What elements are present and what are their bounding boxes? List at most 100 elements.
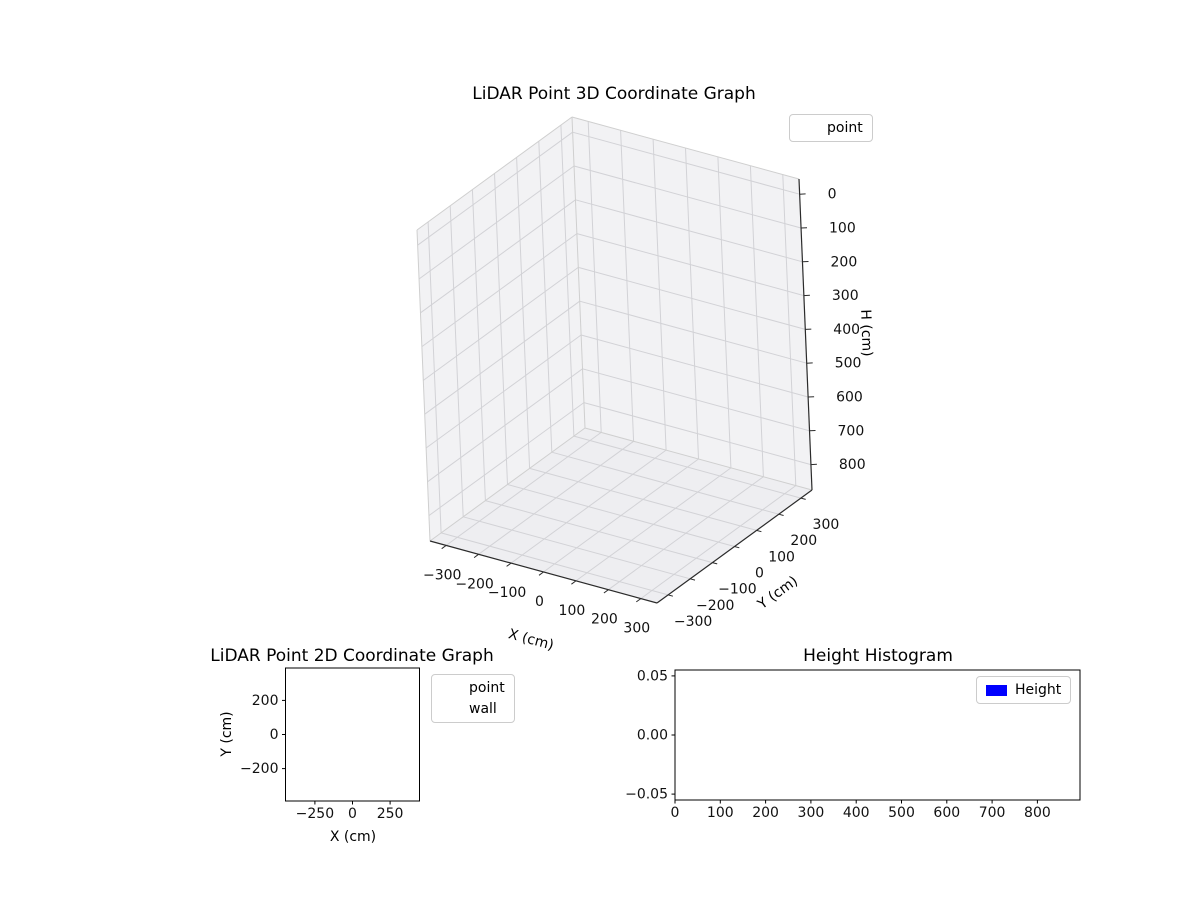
height-swatch-icon xyxy=(986,684,1007,696)
grid-y-line xyxy=(538,141,553,453)
x-tick-label-3d: −200 xyxy=(455,576,493,592)
y-tick-mark xyxy=(734,546,740,549)
y-tick-mark xyxy=(712,562,718,565)
x-tick-label-3d: 200 xyxy=(591,612,618,628)
legend-label-point-3d: point xyxy=(827,120,863,136)
box-edge xyxy=(416,116,573,231)
legend-label-height: Height xyxy=(1015,682,1062,698)
x-tick-label-3d: −100 xyxy=(488,585,526,601)
grid-x-line xyxy=(575,467,732,582)
y-tick-label-3d: 0 xyxy=(755,566,764,582)
grid-x-line xyxy=(717,156,732,468)
point-marker-wrap xyxy=(441,682,461,694)
x-tick-mark xyxy=(571,580,577,585)
x-tick-label-3d: 0 xyxy=(535,594,544,610)
x-tick-label-hist: 600 xyxy=(933,805,960,821)
z-tick-label-3d: 0 xyxy=(828,187,837,203)
y-tick-label-hist: 0.00 xyxy=(637,728,668,744)
x-tick-mark xyxy=(538,571,544,576)
x-tick-label-hist: 300 xyxy=(798,805,825,821)
grid-x-line xyxy=(685,147,699,460)
y-tick-label-hist: 0.05 xyxy=(637,668,668,684)
legend-item-point-3d: point xyxy=(799,120,863,136)
axes-2d xyxy=(285,667,420,802)
legend-histogram: Height xyxy=(976,676,1072,704)
x-tick-mark xyxy=(603,589,609,594)
y-tick-mark xyxy=(667,594,674,597)
z-tick-label-3d: 300 xyxy=(832,288,859,304)
grid-x-line xyxy=(608,476,764,591)
grid-x-line xyxy=(510,449,667,564)
z-axis-label-3d: H (cm) xyxy=(857,309,875,357)
legend-3d: point xyxy=(789,114,873,142)
y-tick-label-3d: −100 xyxy=(718,582,756,598)
y-tick-mark xyxy=(800,497,806,500)
y-tick-label-3d: 200 xyxy=(790,533,817,549)
grid-x-line xyxy=(587,121,602,433)
grid-y-line xyxy=(449,205,464,517)
x-tick-label-hist: 400 xyxy=(843,805,870,821)
y-axis-label-2d: Y (cm) xyxy=(219,711,235,757)
x-tick-label-hist: 0 xyxy=(671,805,680,821)
x-tick-label-hist: 700 xyxy=(979,805,1006,821)
z-tick-label-3d: 200 xyxy=(831,254,858,270)
legend-item-height: Height xyxy=(986,682,1061,698)
grid-x-line xyxy=(749,165,764,477)
x-tick-mark xyxy=(441,544,447,550)
box-edge xyxy=(416,229,431,542)
grid-y-line xyxy=(560,125,575,437)
z-tick-label-3d: 700 xyxy=(838,423,865,439)
y-tick-label-2d: 0 xyxy=(270,727,279,743)
legend-label-wall: wall xyxy=(469,701,497,717)
grid-x-line xyxy=(782,174,797,486)
legend-item-point: point xyxy=(441,680,505,696)
x-tick-label-hist: 200 xyxy=(752,805,779,821)
box-edge xyxy=(571,116,586,429)
grid-y-line xyxy=(427,221,442,533)
x-tick-label-2d: 250 xyxy=(377,806,404,822)
chart-title-3d: LiDAR Point 3D Coordinate Graph xyxy=(472,84,756,104)
grid-x-line xyxy=(543,458,699,573)
y-tick-label-2d: −200 xyxy=(240,761,278,777)
chart-title-2d: LiDAR Point 2D Coordinate Graph xyxy=(210,646,494,666)
y-tick-label-2d: 200 xyxy=(252,693,279,709)
y-tick-label-3d: 100 xyxy=(768,549,795,565)
grid-y-line xyxy=(471,189,486,501)
box-edge xyxy=(429,427,586,542)
grid-x-line xyxy=(640,485,797,600)
x-tick-label-hist: 100 xyxy=(707,805,734,821)
z-tick-label-3d: 400 xyxy=(833,322,860,338)
grid-y-line xyxy=(494,173,508,485)
x-tick-label-3d: 300 xyxy=(623,621,650,637)
x-tick-label-2d: 0 xyxy=(348,806,357,822)
x-tick-mark xyxy=(473,553,479,559)
x-tick-label-3d: 100 xyxy=(559,603,586,619)
y-tick-mark xyxy=(756,529,762,533)
y-tick-label-3d: 300 xyxy=(813,517,840,533)
z-tick-label-3d: 800 xyxy=(839,457,866,473)
grid-x-line xyxy=(445,431,602,546)
empty-marker xyxy=(799,122,819,134)
y-tick-mark xyxy=(778,513,784,516)
x-tick-label-3d: −300 xyxy=(423,567,461,583)
wall-marker-wrap xyxy=(441,703,461,715)
z-axis-spine xyxy=(798,178,813,491)
x-tick-label-hist: 800 xyxy=(1024,805,1051,821)
grid-x-line xyxy=(478,440,634,555)
legend-label-point: point xyxy=(469,680,505,696)
x-tick-label-2d: −250 xyxy=(296,806,334,822)
y-tick-label-3d: −200 xyxy=(696,598,734,614)
y-tick-mark xyxy=(690,578,696,581)
chart-title-histogram: Height Histogram xyxy=(803,646,953,666)
x-tick-label-hist: 500 xyxy=(888,805,915,821)
y-tick-label-hist: −0.05 xyxy=(625,787,668,803)
z-tick-label-3d: 100 xyxy=(829,221,856,237)
grid-x-line xyxy=(652,139,667,451)
x-axis-label-2d: X (cm) xyxy=(329,829,377,845)
grid-x-line xyxy=(620,130,635,442)
z-tick-label-3d: 500 xyxy=(835,356,862,372)
x-tick-mark xyxy=(506,562,512,567)
legend-2d: point wall xyxy=(431,674,515,723)
